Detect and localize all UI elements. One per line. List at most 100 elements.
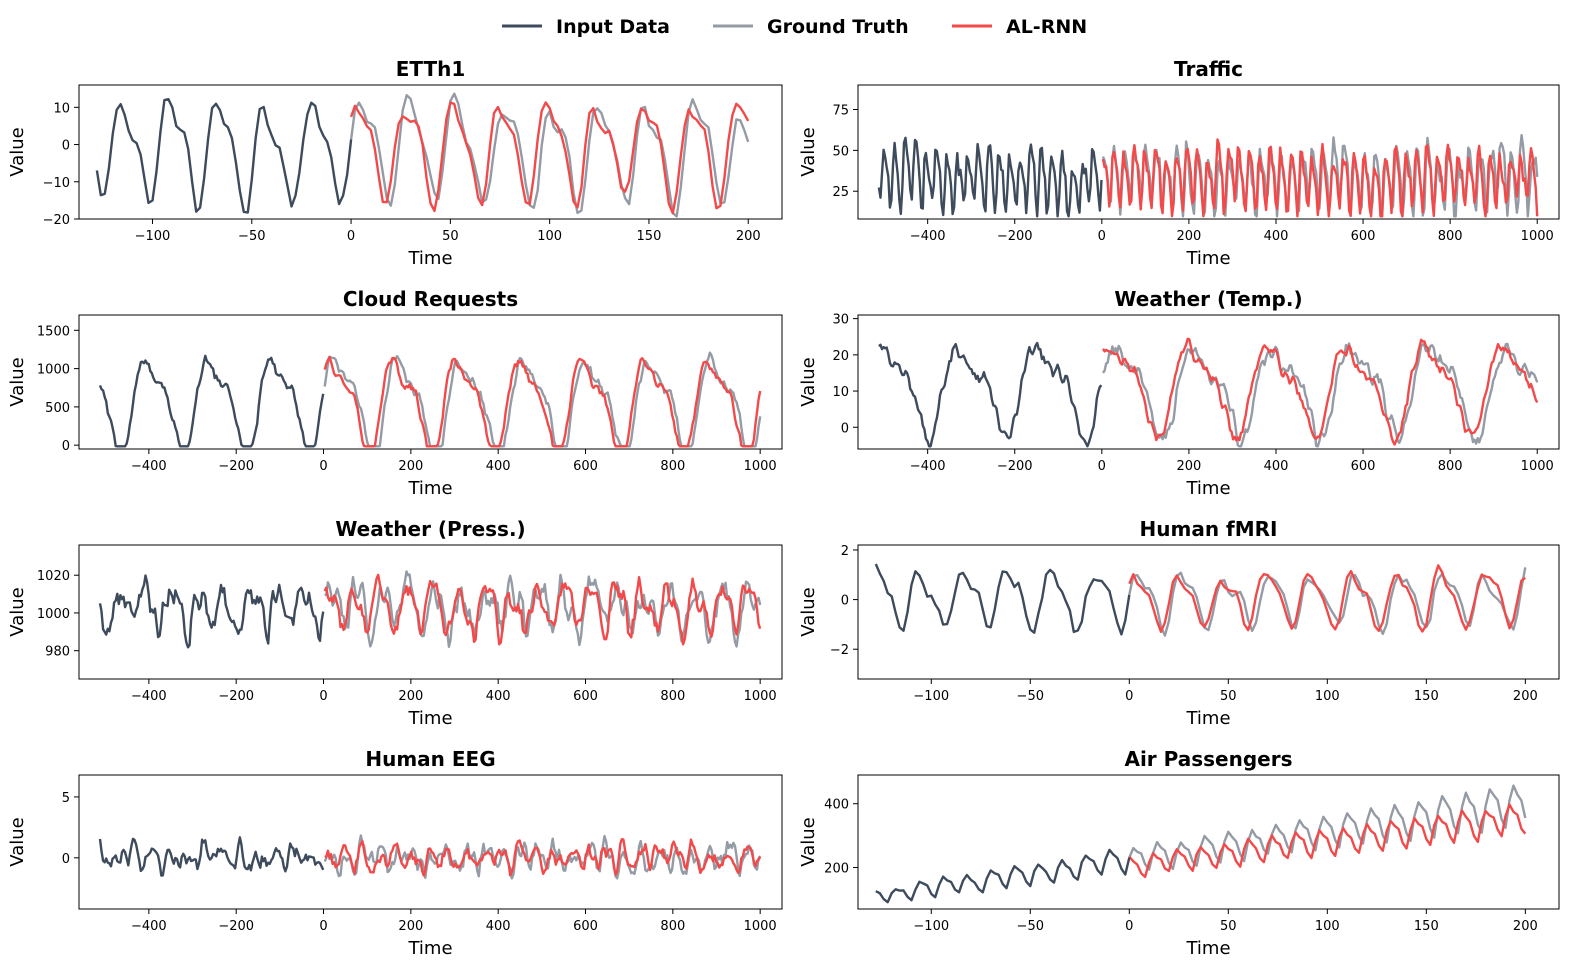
x-axis-label: Time [1185, 938, 1230, 959]
series-line-ground-truth [323, 351, 762, 448]
x-tick-label: 0 [1098, 459, 1106, 474]
x-tick-label: 200 [1176, 459, 1201, 474]
y-tick-label: 500 [45, 401, 70, 416]
x-tick-label: 200 [398, 459, 423, 474]
legend-label-input-data: Input Data [556, 16, 670, 38]
y-tick-label: 2 [841, 544, 849, 559]
x-tick-label: 50 [1220, 689, 1237, 704]
y-tick-label: 20 [832, 349, 849, 364]
y-axis-label: Value [7, 127, 28, 176]
x-tick-label: −100 [135, 229, 171, 244]
legend-item-ground-truth: Ground Truth [713, 16, 909, 38]
panel-title: Human EEG [365, 747, 495, 771]
panel-air-passengers: Air Passengers −100 −50 0 50 100 150 200 200 400 T… [798, 747, 1560, 959]
panel-etth1: ETTh1−100 −50 0 50 100 150 200−20−10010TimeVal… [7, 57, 783, 269]
panel-weather-temp: Weather (Temp.)−400 −200 0 200 400 600 800 1000… [798, 287, 1560, 499]
x-tick-label: −400 [131, 689, 167, 704]
x-tick-label: 600 [573, 459, 598, 474]
x-axis-label: Time [407, 938, 452, 959]
y-tick-label: 10 [832, 385, 849, 400]
series-line-input-data [877, 136, 1103, 218]
panel-human-eeg: Human EEG −400 −200 0 200 400 600 800 1000 0 5 Time… [7, 747, 783, 959]
y-tick-label: 400 [824, 798, 849, 813]
legend-item-input-data: Input Data [502, 16, 670, 38]
series-line-input-data [98, 836, 325, 877]
x-tick-label: −50 [1017, 919, 1044, 934]
x-tick-label: 150 [1414, 689, 1439, 704]
panel-title: Weather (Temp.) [1114, 287, 1302, 311]
legend: Input Data Ground Truth AL-RNN [502, 16, 1087, 38]
x-tick-label: −200 [218, 689, 254, 704]
y-tick-label: 0 [62, 439, 70, 454]
x-axis-label: Time [407, 478, 452, 499]
panel-title: Traffic [1174, 57, 1243, 81]
x-tick-label: 1000 [744, 689, 777, 704]
plot-frame [78, 314, 783, 450]
x-tick-label: 200 [1176, 229, 1201, 244]
x-tick-label: 0 [1125, 919, 1133, 934]
y-tick-label: 1020 [37, 569, 70, 584]
series-line-input-data [98, 354, 325, 448]
series-line-ground-truth [1102, 342, 1539, 448]
x-tick-label: 0 [1098, 229, 1106, 244]
x-tick-label: −200 [997, 459, 1033, 474]
x-tick-label: 150 [637, 229, 662, 244]
legend-label-al-rnn: AL-RNN [1006, 16, 1087, 38]
x-axis-label: Time [1185, 248, 1230, 269]
plot-frame [857, 774, 1560, 910]
y-axis-label: Value [798, 127, 819, 176]
x-tick-label: 0 [347, 229, 355, 244]
x-tick-label: 0 [319, 689, 327, 704]
x-tick-label: 100 [1315, 689, 1340, 704]
x-tick-label: 0 [1125, 689, 1133, 704]
plot-frame [857, 84, 1560, 220]
x-tick-label: 50 [442, 229, 459, 244]
y-tick-label: 30 [832, 313, 849, 328]
x-tick-label: 400 [1264, 229, 1289, 244]
panel-weather-press: Weather (Press.) −400 −200 0 200 400 600 800 100… [7, 517, 783, 729]
x-tick-label: −400 [910, 229, 946, 244]
series-line-input-data [95, 98, 353, 214]
series-group [98, 351, 762, 448]
y-tick-label: 5 [62, 791, 70, 806]
x-tick-label: 1000 [1521, 459, 1554, 474]
x-tick-label: 150 [1414, 919, 1439, 934]
x-tick-label: 200 [398, 919, 423, 934]
x-tick-label: −200 [997, 229, 1033, 244]
x-tick-label: 0 [319, 459, 327, 474]
x-tick-label: 0 [319, 919, 327, 934]
x-tick-label: 800 [660, 689, 685, 704]
series-line-input-data [875, 848, 1131, 904]
series-line-al-rnn [1101, 337, 1539, 446]
x-tick-label: −400 [910, 459, 946, 474]
series-group [98, 570, 762, 649]
y-tick-label: −10 [43, 176, 70, 191]
y-tick-label: 0 [841, 421, 849, 436]
plot-frame [78, 544, 783, 680]
series-line-ground-truth [1128, 784, 1527, 871]
panel-title: Cloud Requests [343, 287, 518, 311]
x-tick-label: −100 [913, 919, 949, 934]
x-tick-label: 400 [486, 919, 511, 934]
x-tick-label: −200 [218, 459, 254, 474]
plot-frame [857, 314, 1560, 450]
y-tick-label: 75 [832, 104, 849, 119]
x-tick-label: 600 [573, 689, 598, 704]
plot-frame [857, 544, 1560, 680]
y-tick-label: −2 [830, 643, 849, 658]
x-tick-label: 200 [736, 229, 761, 244]
x-tick-label: 1000 [744, 919, 777, 934]
plot-frame [78, 774, 783, 910]
series-line-al-rnn [1101, 138, 1539, 218]
series-line-input-data [98, 574, 325, 649]
y-tick-label: 1500 [37, 324, 70, 339]
x-tick-label: 200 [398, 689, 423, 704]
y-tick-label: 1000 [37, 363, 70, 378]
series-line-al-rnn [324, 838, 762, 877]
x-tick-label: 600 [1351, 459, 1376, 474]
x-tick-label: −100 [913, 689, 949, 704]
series-group [95, 92, 750, 218]
x-tick-label: 800 [1438, 229, 1463, 244]
panel-title: Human fMRI [1140, 517, 1278, 541]
y-tick-label: 0 [841, 594, 849, 609]
